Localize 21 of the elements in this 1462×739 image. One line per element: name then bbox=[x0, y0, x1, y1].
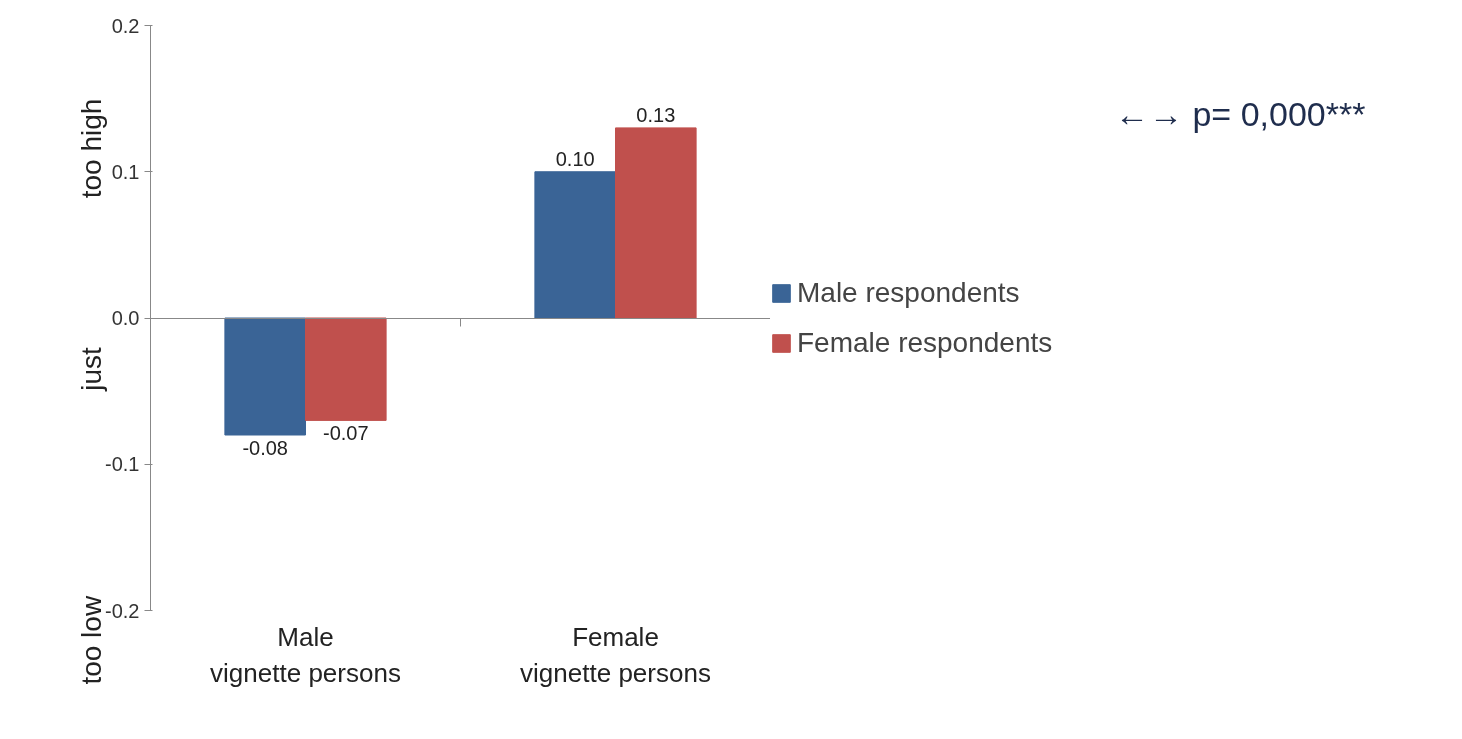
data-label: -0.07 bbox=[323, 422, 369, 445]
y-tick-label: 0.0 bbox=[111, 307, 140, 329]
data-label: 0.10 bbox=[555, 147, 595, 170]
x-tick-label: Male vignette persons bbox=[210, 621, 401, 688]
legend-label: Male respondents bbox=[797, 276, 1020, 309]
data-label: 0.13 bbox=[636, 103, 676, 126]
y-tick-label: -0.1 bbox=[105, 453, 140, 476]
text: too high bbox=[76, 98, 107, 199]
text: just bbox=[76, 347, 107, 392]
bar bbox=[534, 171, 616, 319]
text: ←→ p= 0,000*** bbox=[1115, 94, 1366, 135]
bar bbox=[305, 317, 387, 421]
x-tick-label: Female vignette persons bbox=[520, 621, 711, 688]
data-label: -0.08 bbox=[242, 437, 288, 459]
y-tick-label: 0.2 bbox=[111, 14, 140, 37]
text: too low bbox=[76, 595, 107, 685]
bar bbox=[615, 127, 697, 319]
bar bbox=[224, 317, 306, 436]
y-tick-label: 0.1 bbox=[111, 160, 140, 183]
legend-label: Female respondents bbox=[797, 326, 1053, 359]
y-tick-label: -0.2 bbox=[105, 599, 140, 622]
